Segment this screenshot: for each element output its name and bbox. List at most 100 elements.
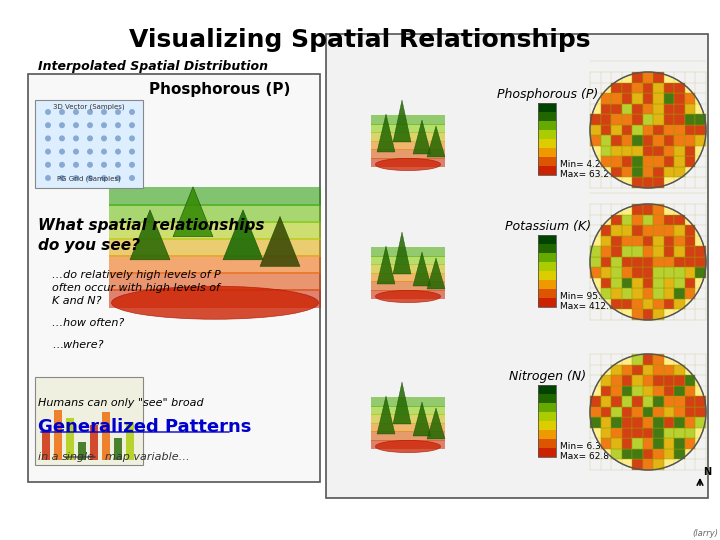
Bar: [538, 448, 556, 457]
Circle shape: [590, 72, 706, 188]
Text: …do relatively high levels of P
often occur with high levels of
K and N?: …do relatively high levels of P often oc…: [52, 270, 221, 306]
Bar: [621, 428, 632, 438]
Text: in a: in a: [38, 452, 62, 462]
Bar: [685, 375, 696, 386]
Polygon shape: [377, 396, 395, 434]
Bar: [371, 141, 445, 150]
Bar: [685, 407, 696, 417]
Bar: [664, 167, 675, 178]
Bar: [611, 246, 621, 256]
Bar: [109, 272, 320, 291]
Bar: [664, 225, 675, 235]
Bar: [632, 114, 643, 125]
Bar: [685, 104, 696, 114]
Bar: [643, 278, 653, 288]
Bar: [643, 396, 653, 407]
Bar: [632, 93, 643, 104]
Circle shape: [73, 175, 79, 181]
Polygon shape: [377, 114, 395, 152]
Circle shape: [87, 162, 93, 168]
Bar: [538, 112, 556, 121]
Bar: [653, 460, 664, 470]
Bar: [685, 438, 696, 449]
Bar: [696, 396, 706, 407]
Bar: [109, 255, 320, 274]
Bar: [675, 167, 685, 178]
Bar: [675, 375, 685, 386]
Bar: [371, 281, 445, 291]
Circle shape: [59, 148, 65, 154]
Bar: [643, 125, 653, 136]
Bar: [632, 214, 643, 225]
Bar: [621, 167, 632, 178]
Bar: [538, 130, 556, 139]
Circle shape: [101, 136, 107, 141]
Bar: [632, 225, 643, 235]
Bar: [675, 428, 685, 438]
Bar: [600, 157, 611, 167]
Bar: [653, 157, 664, 167]
Text: PG Grid (Samples): PG Grid (Samples): [57, 175, 121, 181]
Circle shape: [101, 175, 107, 181]
Bar: [643, 72, 653, 83]
Bar: [538, 412, 556, 421]
Text: …how often?: …how often?: [52, 318, 125, 328]
Circle shape: [129, 136, 135, 141]
Bar: [685, 417, 696, 428]
Bar: [675, 125, 685, 136]
Bar: [538, 244, 556, 253]
Bar: [538, 103, 556, 112]
Bar: [664, 407, 675, 417]
Bar: [664, 428, 675, 438]
Polygon shape: [413, 402, 431, 436]
Bar: [621, 125, 632, 136]
Bar: [621, 93, 632, 104]
Bar: [643, 386, 653, 396]
Bar: [653, 309, 664, 320]
Bar: [632, 104, 643, 114]
Circle shape: [59, 136, 65, 141]
Bar: [632, 167, 643, 178]
Bar: [685, 278, 696, 288]
Bar: [600, 396, 611, 407]
Bar: [538, 139, 556, 148]
Bar: [664, 235, 675, 246]
Bar: [643, 438, 653, 449]
Bar: [538, 271, 556, 280]
Bar: [685, 396, 696, 407]
Circle shape: [87, 109, 93, 115]
Bar: [675, 278, 685, 288]
Bar: [653, 204, 664, 214]
Bar: [109, 289, 320, 308]
Bar: [621, 299, 632, 309]
Bar: [664, 417, 675, 428]
Bar: [664, 256, 675, 267]
Bar: [653, 438, 664, 449]
Bar: [538, 157, 556, 166]
Bar: [632, 72, 643, 83]
Bar: [600, 386, 611, 396]
Bar: [109, 204, 320, 223]
Polygon shape: [393, 232, 411, 274]
Bar: [371, 132, 445, 141]
Bar: [621, 157, 632, 167]
Polygon shape: [427, 408, 445, 439]
Bar: [538, 394, 556, 403]
Bar: [632, 235, 643, 246]
Bar: [643, 157, 653, 167]
Text: Visualizing Spatial Relationships: Visualizing Spatial Relationships: [130, 28, 590, 52]
Text: Min= 4.2
Max= 63.2: Min= 4.2 Max= 63.2: [560, 160, 609, 179]
Bar: [653, 375, 664, 386]
Text: Min= 95.2
Max= 412.0: Min= 95.2 Max= 412.0: [560, 292, 615, 312]
Bar: [653, 386, 664, 396]
Circle shape: [115, 136, 121, 141]
Text: Potassium (K): Potassium (K): [505, 220, 591, 233]
Bar: [685, 225, 696, 235]
Bar: [675, 104, 685, 114]
Bar: [664, 157, 675, 167]
Bar: [653, 225, 664, 235]
Bar: [653, 256, 664, 267]
Bar: [109, 221, 320, 240]
Bar: [371, 256, 445, 265]
Bar: [632, 386, 643, 396]
